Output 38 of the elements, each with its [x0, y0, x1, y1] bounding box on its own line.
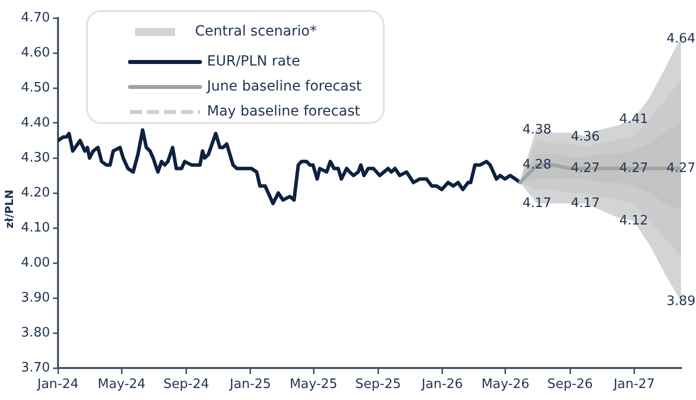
x-tick-label: May-26: [481, 377, 530, 392]
y-tick-label: 4.10: [21, 220, 50, 236]
y-tick-label: 3.80: [21, 325, 50, 340]
legend-label: May baseline forecast: [207, 104, 361, 120]
y-tick-label: 4.50: [21, 80, 50, 96]
annotation: 4.41: [619, 112, 648, 127]
y-tick-label: 3.90: [21, 290, 50, 306]
x-tick-label: May-25: [290, 377, 338, 392]
legend-label: Central scenario*: [195, 24, 317, 40]
legend-label: EUR/PLN rate: [207, 54, 300, 70]
y-tick-label: 4.60: [21, 45, 50, 60]
annotation: 3.89: [666, 294, 696, 309]
y-tick-label: 4.30: [21, 150, 50, 166]
data-label: 4.27: [570, 160, 600, 176]
annotation: 4.38: [522, 122, 552, 138]
data-label: 4.27: [619, 160, 648, 176]
annotation: 4.64: [666, 31, 696, 46]
x-tick-label: May-24: [98, 377, 146, 392]
legend-label: June baseline forecast: [206, 78, 362, 95]
x-tick-label: Jan-26: [420, 377, 463, 392]
annotation: 4.17: [522, 196, 552, 211]
y-tick-label: 4.00: [21, 255, 50, 270]
y-axis-title: zł/PLN: [2, 190, 16, 228]
x-tick-label: Sep-25: [355, 377, 402, 392]
x-tick-label: Jan-24: [36, 377, 79, 392]
y-tick-label: 4.20: [21, 185, 50, 200]
y-tick-label: 4.40: [21, 115, 50, 130]
y-tick-label: 3.70: [21, 360, 50, 376]
x-tick-label: Jan-25: [228, 377, 272, 392]
data-label: 4.27: [666, 160, 696, 176]
data-label: 4.28: [522, 157, 552, 172]
annotation: 4.36: [570, 129, 600, 144]
annotation: 4.12: [619, 213, 648, 228]
x-tick-label: Sep-26: [547, 377, 593, 392]
x-tick-label: Sep-24: [163, 377, 210, 392]
x-tick-label: Jan-27: [612, 377, 655, 392]
y-tick-label: 4.70: [21, 10, 50, 26]
annotation: 4.17: [570, 196, 600, 211]
